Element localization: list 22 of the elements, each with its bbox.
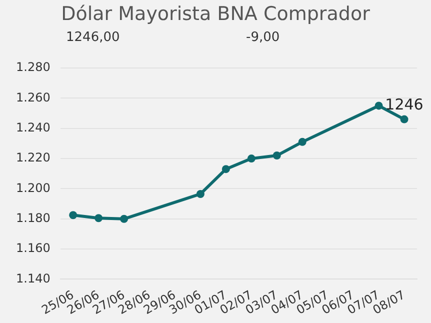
point bbox=[400, 115, 408, 124]
text: -9,00 bbox=[246, 30, 280, 45]
point bbox=[196, 190, 204, 198]
data-label: 1246 bbox=[385, 96, 424, 114]
text: 1246,00 bbox=[66, 30, 120, 45]
point bbox=[222, 165, 230, 174]
y-tick-label: 1.180 bbox=[16, 211, 50, 226]
point bbox=[247, 154, 256, 163]
y-tick-label: 1.160 bbox=[16, 241, 50, 256]
point bbox=[69, 211, 78, 220]
point bbox=[94, 214, 103, 222]
point bbox=[272, 152, 281, 160]
y-tick-label: 1.280 bbox=[16, 60, 50, 74]
point bbox=[374, 102, 383, 110]
y-tick-label: 1.240 bbox=[16, 120, 50, 134]
y-tick-label: 1.200 bbox=[16, 180, 50, 195]
chart-title: Dólar Mayorista BNA Comprador bbox=[60, 3, 371, 25]
y-tick-label: 1.140 bbox=[16, 271, 50, 286]
y-tick-label: 1.260 bbox=[16, 90, 50, 104]
point bbox=[120, 214, 128, 223]
point bbox=[298, 138, 306, 146]
y-tick-label: 1.220 bbox=[16, 150, 50, 165]
